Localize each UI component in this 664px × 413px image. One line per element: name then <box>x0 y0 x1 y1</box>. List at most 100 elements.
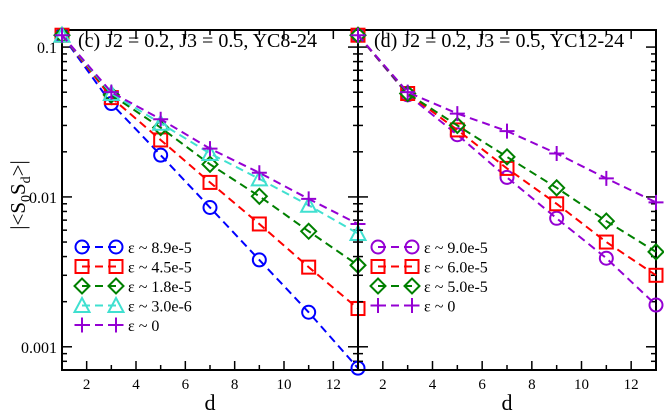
legend-marker <box>369 277 387 295</box>
legend-marker <box>74 239 90 255</box>
data-point <box>549 210 565 226</box>
legend-marker <box>108 239 124 255</box>
data-point <box>448 116 467 135</box>
legend-marker <box>370 298 386 313</box>
data-point <box>301 304 317 320</box>
legend-label: ε ~ 0 <box>128 318 159 335</box>
legend-marker <box>107 277 125 295</box>
data-point <box>449 106 465 122</box>
legend-marker <box>370 259 386 274</box>
series-line <box>357 34 657 277</box>
legend-marker <box>106 295 126 313</box>
data-point <box>499 123 515 139</box>
panel-c: 2 4 6 8 10 12 d (c) J2 = 0.2, J3 = 0.5, YC8-24 ε… <box>52 25 368 413</box>
series-line <box>61 34 359 225</box>
legend-marker <box>108 317 124 333</box>
y-tick-labels: 0.1 0.01 0.001 <box>21 40 57 357</box>
data-point <box>301 191 317 207</box>
x-tick-label: 10 <box>277 377 292 393</box>
data-point <box>153 132 169 148</box>
legend-marker <box>72 295 92 313</box>
legend-marker <box>404 259 420 274</box>
x-tick-label: 8 <box>231 377 239 393</box>
data-point <box>299 222 318 241</box>
panel-d: 2 4 6 8 10 12 d (d) J2 = 0.2, J3 = 0.5, YC12-24… <box>349 26 664 413</box>
series-line <box>61 34 359 267</box>
legend-marker <box>403 277 421 295</box>
data-point <box>597 212 616 230</box>
data-point <box>400 84 416 100</box>
series-line <box>357 34 657 204</box>
panel-c-title: (c) J2 = 0.2, J3 = 0.5, YC8-24 <box>78 30 317 52</box>
data-point <box>647 242 664 261</box>
y-tick-label: 0.1 <box>37 40 57 57</box>
series-line <box>357 34 657 253</box>
data-point <box>299 195 318 213</box>
legend-marker <box>73 277 91 295</box>
x-tick-label: 12 <box>326 377 341 393</box>
legend-marker <box>74 259 90 274</box>
data-point <box>201 155 219 174</box>
data-point <box>250 187 269 206</box>
legend-label: ε ~ 9.0e-5 <box>424 240 488 257</box>
panel-d-title: (d) J2 = 0.2, J3 = 0.5, YC12-24 <box>374 30 624 52</box>
legend-marker <box>74 317 90 333</box>
data-point <box>648 297 664 313</box>
data-point <box>301 259 317 275</box>
legend-label: ε ~ 3.0e-6 <box>128 299 192 316</box>
data-point <box>648 267 664 283</box>
data-point <box>250 169 269 187</box>
legend-marker <box>404 298 420 313</box>
legend-label: ε ~ 0 <box>424 299 455 316</box>
panel-c-x-axis-label: d <box>205 390 216 413</box>
data-point <box>449 127 465 143</box>
data-point <box>549 196 565 212</box>
data-point <box>202 141 218 157</box>
data-point <box>153 111 169 127</box>
series-line <box>61 34 359 235</box>
x-tick-label: 2 <box>379 377 387 393</box>
data-point <box>498 147 516 166</box>
legend-marker <box>404 239 420 255</box>
x-tick-label: 4 <box>132 377 140 393</box>
x-tick-label: 6 <box>182 377 190 393</box>
data-point <box>251 216 267 232</box>
data-point <box>153 147 169 163</box>
data-point <box>202 174 218 190</box>
x-tick-label: 8 <box>528 377 536 393</box>
x-tick-label: 4 <box>429 377 437 393</box>
panel-d-x-axis-label: d <box>502 390 513 413</box>
data-point <box>549 145 565 161</box>
data-point <box>598 234 614 250</box>
legend-marker <box>370 239 386 255</box>
data-point <box>499 160 515 176</box>
y-tick-label: 0.001 <box>21 340 57 357</box>
data-point <box>202 200 218 216</box>
x-tick-label: 10 <box>574 377 589 393</box>
panel-d-frame <box>357 29 657 371</box>
data-point <box>648 194 664 210</box>
x-tick-label: 6 <box>478 377 486 393</box>
data-point <box>200 143 220 161</box>
y-axis-label: |<S0Sd>| <box>6 160 34 229</box>
legend-label: ε ~ 4.5e-5 <box>128 260 192 277</box>
legend-label: ε ~ 1.8e-5 <box>128 279 192 296</box>
legend-label: ε ~ 6.0e-5 <box>424 260 488 277</box>
legend-marker <box>108 259 124 274</box>
legend-label: ε ~ 5.0e-5 <box>424 279 488 296</box>
data-point <box>547 178 566 197</box>
data-point <box>251 165 267 181</box>
data-point <box>499 169 515 185</box>
data-point <box>54 27 70 43</box>
data-point <box>350 27 366 43</box>
data-point <box>251 252 267 268</box>
data-point <box>398 84 417 103</box>
x-tick-label: 2 <box>83 377 91 393</box>
data-point <box>598 250 614 266</box>
x-tick-label: 12 <box>624 377 639 393</box>
legend-label: ε ~ 8.9e-5 <box>128 240 192 257</box>
data-point <box>151 113 170 131</box>
data-point <box>103 84 119 100</box>
y-tick-label: 0.01 <box>29 190 57 207</box>
